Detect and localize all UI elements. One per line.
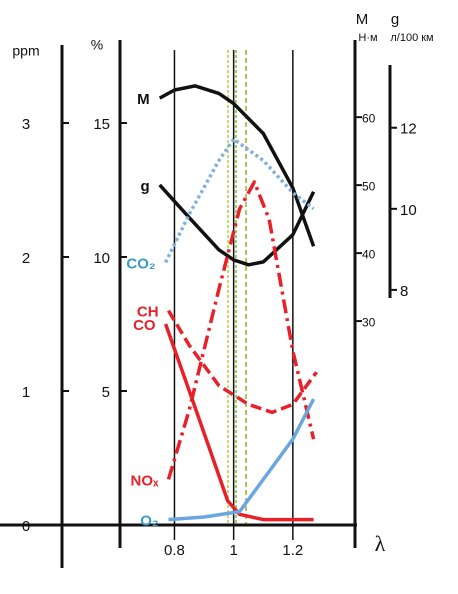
series-line <box>168 398 316 522</box>
axis-label: M <box>356 11 369 28</box>
series-line <box>158 183 316 267</box>
series-line <box>158 84 316 247</box>
y-tick-label: 0 <box>22 518 30 535</box>
axis-label: λ <box>375 531 386 556</box>
y-tick-label: 3 <box>22 116 30 133</box>
series-line <box>166 309 318 415</box>
series-label: CO <box>133 317 156 334</box>
axis-unit: Н·м <box>358 32 377 44</box>
x-tick-label: 1 <box>229 542 237 559</box>
y-tick-label: 50 <box>362 179 376 193</box>
y-tick-label: 1 <box>22 384 30 401</box>
axis-label: % <box>91 37 103 53</box>
y-tick-label: 10 <box>93 250 110 267</box>
series-label: M <box>137 91 150 108</box>
axis-label: g <box>391 11 399 28</box>
series-line <box>164 137 315 264</box>
y-tick-label: 10 <box>400 202 417 219</box>
y-tick-label: 2 <box>22 250 30 267</box>
y-tick-label: 12 <box>400 121 417 138</box>
axis-label: ppm <box>12 43 39 59</box>
series-line <box>166 180 316 480</box>
x-tick-label: 0.8 <box>164 542 185 559</box>
y-tick-label: 5 <box>102 384 110 401</box>
series-line <box>163 323 314 522</box>
y-tick-label: 8 <box>400 283 408 300</box>
series-label: O₂ <box>140 513 158 530</box>
series-label: g <box>140 178 149 195</box>
y-tick-label: 15 <box>93 116 110 133</box>
y-tick-label: 30 <box>362 315 376 329</box>
series-label: NOₓ <box>131 472 160 489</box>
y-tick-label: 60 <box>362 111 376 125</box>
series-label: CH <box>137 304 159 321</box>
series-label: CO₂ <box>126 255 155 272</box>
x-tick-label: 1.2 <box>282 542 303 559</box>
axis-unit: л/100 км <box>390 32 433 44</box>
y-tick-label: 40 <box>362 247 376 261</box>
